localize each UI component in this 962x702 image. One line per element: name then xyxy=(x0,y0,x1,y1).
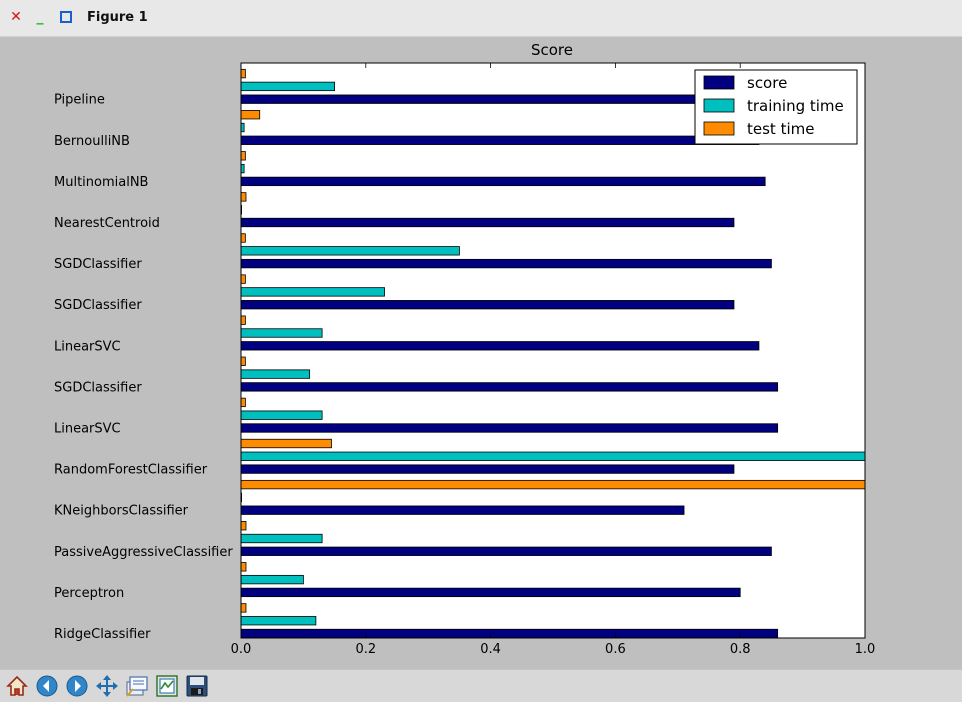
category-label-1: Perceptron xyxy=(54,586,124,601)
bar-test-time-6 xyxy=(240,356,246,366)
subplots-icon xyxy=(156,675,178,697)
bar-test-time-7 xyxy=(240,315,246,325)
category-label-12: BernoulliNB xyxy=(54,134,130,149)
plot-frame xyxy=(240,62,866,639)
category-label-10: NearestCentroid xyxy=(54,216,160,231)
back-button[interactable] xyxy=(34,673,60,699)
bar-score-4 xyxy=(240,464,735,474)
category-label-6: SGDClassifier xyxy=(54,380,142,395)
figure-canvas: RidgeClassifier Perceptron PassiveAggressi… xyxy=(0,37,962,669)
category-label-7: LinearSVC xyxy=(54,339,121,354)
subplots-button[interactable] xyxy=(154,673,180,699)
bar-score-12 xyxy=(240,135,760,145)
bar-test-time-1 xyxy=(240,562,247,572)
bar-training-time-9 xyxy=(240,246,460,256)
pan-button[interactable] xyxy=(94,673,120,699)
category-label-2: PassiveAggressiveClassifier xyxy=(54,545,233,560)
bar-training-time-13 xyxy=(240,81,335,92)
bar-training-time-6 xyxy=(240,369,311,379)
bar-test-time-11 xyxy=(240,151,246,161)
legend-swatch-test-time xyxy=(703,121,735,136)
category-label-13: Pipeline xyxy=(54,93,105,108)
maximize-window-button[interactable] xyxy=(58,9,74,25)
home-icon xyxy=(6,675,28,696)
bar-score-3 xyxy=(240,505,685,515)
bar-score-2 xyxy=(240,546,772,556)
bar-test-time-8 xyxy=(240,274,246,284)
bar-training-time-7 xyxy=(240,328,323,338)
bar-score-8 xyxy=(240,300,735,310)
close-window-button[interactable]: ✕ xyxy=(10,9,22,25)
x-tick-label-3: 0.6 xyxy=(605,642,626,657)
category-label-4: RandomForestClassifier xyxy=(54,463,208,478)
bar-chart: RidgeClassifier Perceptron PassiveAggressi… xyxy=(54,41,876,657)
bar-test-time-9 xyxy=(240,233,246,243)
bar-score-7 xyxy=(240,341,760,351)
x-tick-label-5: 1.0 xyxy=(855,642,876,657)
x-tick-label-1: 0.2 xyxy=(355,642,376,657)
bar-score-11 xyxy=(240,176,766,187)
bar-training-time-1 xyxy=(240,574,304,585)
category-label-9: SGDClassifier xyxy=(54,257,142,272)
bar-test-time-12 xyxy=(240,110,261,120)
bar-training-time-0 xyxy=(240,616,317,626)
legend-swatch-training-time xyxy=(703,98,735,113)
minimize-window-button[interactable]: _ xyxy=(36,9,44,25)
bar-score-9 xyxy=(240,258,772,269)
bar-score-6 xyxy=(240,382,779,392)
legend-swatch-score xyxy=(703,75,735,90)
save-icon xyxy=(186,675,208,697)
bar-training-time-8 xyxy=(240,287,385,297)
bar-training-time-4 xyxy=(240,451,866,461)
category-label-5: LinearSVC xyxy=(54,422,121,437)
chart-title: Score xyxy=(531,41,573,59)
home-button[interactable] xyxy=(4,673,30,699)
window-title: Figure 1 xyxy=(87,10,148,25)
bar-test-time-2 xyxy=(240,521,247,531)
bar-score-0 xyxy=(240,628,779,639)
pan-icon xyxy=(96,675,118,697)
bar-score-10 xyxy=(240,217,735,228)
category-label-0: RidgeClassifier xyxy=(54,627,151,642)
bar-test-time-0 xyxy=(240,603,247,613)
back-icon xyxy=(36,675,58,697)
category-label-8: SGDClassifier xyxy=(54,298,142,313)
bar-test-time-10 xyxy=(240,192,247,202)
forward-button[interactable] xyxy=(64,673,90,699)
forward-icon xyxy=(66,675,88,697)
bar-training-time-2 xyxy=(240,533,323,544)
bar-test-time-4 xyxy=(240,438,332,449)
zoom-icon xyxy=(126,676,148,697)
zoom-button[interactable] xyxy=(124,673,150,699)
bar-test-time-5 xyxy=(240,397,246,408)
plot-area xyxy=(241,63,865,638)
maximize-icon xyxy=(60,11,72,23)
window-titlebar: ✕ _ Figure 1 xyxy=(0,0,962,37)
bar-test-time-3 xyxy=(240,479,866,490)
save-button[interactable] xyxy=(184,673,210,699)
bar-score-5 xyxy=(240,423,779,433)
legend-label-test-time: test time xyxy=(747,120,814,138)
bar-test-time-13 xyxy=(240,68,246,79)
legend: score training time test time xyxy=(694,69,858,145)
category-label-11: MultinomialNB xyxy=(54,175,148,190)
bar-score-1 xyxy=(240,587,741,598)
x-tick-label-2: 0.4 xyxy=(480,642,501,657)
legend-label-training-time: training time xyxy=(747,97,844,115)
x-tick-label-0: 0.0 xyxy=(231,642,252,657)
legend-label-score: score xyxy=(747,74,787,92)
x-tick-label-4: 0.8 xyxy=(730,642,751,657)
bar-training-time-5 xyxy=(240,410,323,420)
category-label-3: KNeighborsClassifier xyxy=(54,504,189,519)
navigation-toolbar xyxy=(0,669,962,702)
